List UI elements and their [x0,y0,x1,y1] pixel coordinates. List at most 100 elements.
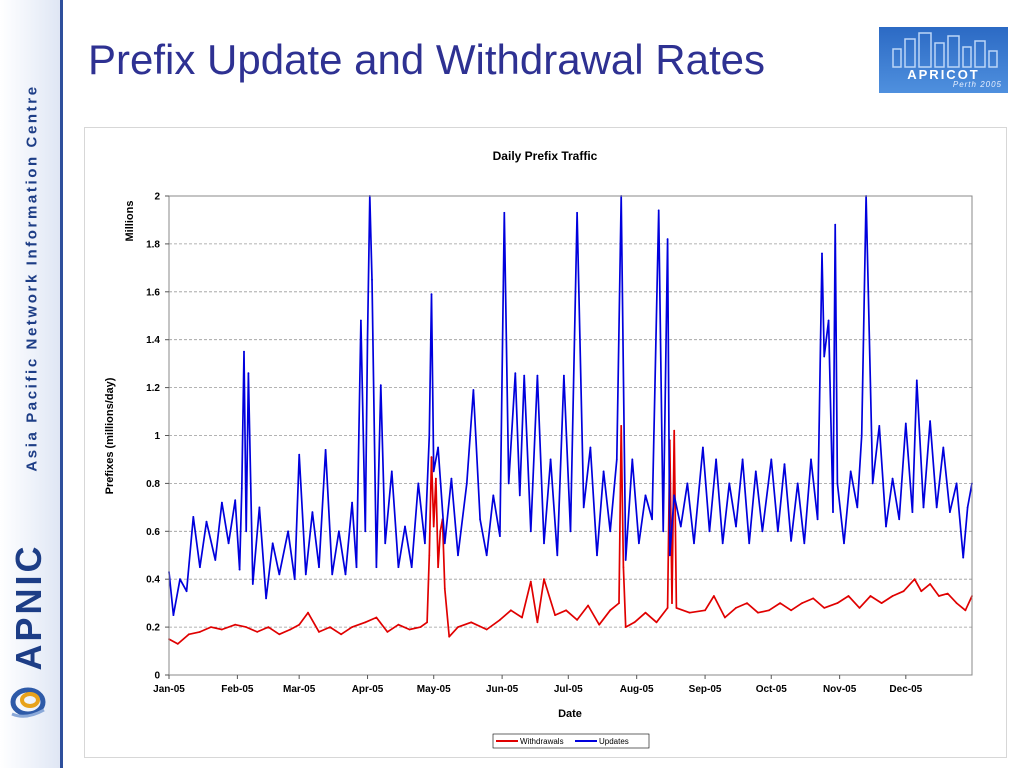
data-point-withdrawals [955,602,958,604]
data-point-withdrawals [443,587,446,590]
x-tick-label: Aug-05 [620,684,654,695]
data-point-updates [576,211,578,214]
data-point-withdrawals [234,623,237,626]
data-point-withdrawals [435,477,437,480]
data-point-updates [911,511,914,513]
data-point-updates [390,470,393,473]
x-tick-label: Apr-05 [352,684,384,695]
x-tick-label: Jan-05 [153,684,185,695]
data-point-withdrawals [869,595,872,597]
data-point-updates [777,530,779,533]
data-point-withdrawals [565,609,567,612]
data-point-updates [715,458,717,461]
data-point-updates [966,506,969,509]
data-point-updates [569,530,572,533]
data-point-updates [472,389,475,391]
data-point-updates [251,583,254,585]
series-line-updates [168,195,973,616]
data-point-withdrawals [576,619,578,621]
data-point-updates [214,559,217,561]
data-point-withdrawals [499,619,501,621]
apricot-location: Perth 2005 [952,80,1002,89]
data-point-updates [843,542,845,545]
data-point-withdrawals [929,583,931,585]
data-point-updates [278,573,281,576]
legend-label-withdrawals: Withdrawals [520,737,564,746]
data-point-updates [298,453,301,456]
data-point-updates [172,614,175,616]
apricot-logo: APRICOT Perth 2005 [879,27,1008,93]
y-axis-title: Prefixes (millions/day) [104,377,116,494]
data-point-updates [514,372,517,375]
data-point-updates [457,554,459,557]
data-point-updates [624,559,627,561]
x-tick-label: Oct-05 [756,684,788,695]
data-point-updates [344,573,347,576]
data-point-updates [783,463,786,466]
data-point-updates [609,530,612,533]
y-tick-label: 1.4 [146,335,160,346]
data-point-updates [518,494,521,497]
data-point-updates [529,530,532,533]
y-unit-label: Millions [124,201,136,242]
data-point-updates [331,573,334,576]
data-point-updates [417,482,420,485]
data-point-withdrawals [485,628,488,631]
data-point-updates [816,518,819,521]
data-point-updates [338,530,340,533]
data-point-withdrawals [432,525,435,528]
data-point-updates [748,542,751,545]
data-point-withdrawals [329,626,331,628]
data-point-withdrawals [256,631,259,633]
data-point-withdrawals [913,578,916,581]
data-point-updates [355,566,358,569]
y-tick-label: 1.6 [146,287,160,298]
data-point-updates [721,542,724,545]
data-point-withdrawals [688,611,691,614]
data-point-updates [379,384,382,387]
data-point-updates [949,511,951,513]
data-point-updates [821,252,823,255]
data-point-withdrawals [713,595,715,597]
y-tick-label: 2 [154,192,160,203]
data-point-updates [179,578,181,581]
data-point-withdrawals [289,628,292,631]
data-point-updates [955,482,958,485]
data-point-updates [384,542,387,545]
data-point-withdrawals [307,611,309,614]
x-tick-label: Sep-05 [689,684,722,695]
data-point-withdrawals [318,631,320,633]
data-point-updates [243,350,245,353]
chart-panel: Daily Prefix Traffic Millions Prefixes (… [84,127,1007,758]
data-point-updates [657,209,660,212]
data-point-withdrawals [618,602,620,604]
data-point-withdrawals [902,590,905,593]
data-point-updates [885,525,887,528]
data-point-withdrawals [439,530,442,533]
data-point-withdrawals [510,609,512,612]
data-point-withdrawals [880,602,883,604]
data-point-updates [293,578,296,581]
data-point-withdrawals [964,609,967,612]
data-point-withdrawals [622,566,625,569]
data-point-updates [227,542,230,545]
data-point-updates [271,542,274,545]
y-tick-label: 0.2 [146,623,160,634]
data-point-updates [770,458,773,461]
data-point-updates [810,458,812,461]
data-point-updates [287,530,289,533]
data-point-withdrawals [655,621,658,624]
data-point-updates [935,506,938,509]
data-point-updates [878,425,881,427]
data-point-withdrawals [199,631,201,633]
data-point-updates [543,542,545,545]
data-point-updates [549,458,552,461]
data-point-updates [443,542,446,545]
data-point-withdrawals [521,616,523,619]
data-point-updates [849,470,852,473]
data-point-withdrawals [364,621,367,624]
y-tick-label: 0.6 [146,527,160,538]
data-point-withdrawals [644,611,647,614]
data-point-updates [651,518,653,521]
data-point-withdrawals [397,623,400,626]
